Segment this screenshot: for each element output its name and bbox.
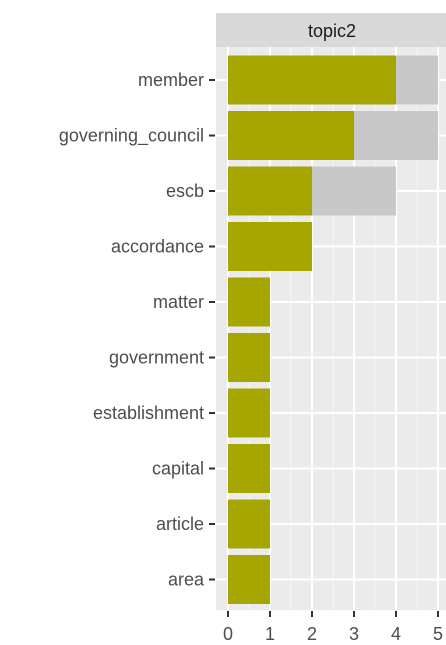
bar-value <box>228 388 270 438</box>
y-tick-label: escb <box>166 181 204 201</box>
y-tick-label: governing_council <box>59 126 204 147</box>
y-tick-label: article <box>156 514 204 534</box>
y-tick-label: accordance <box>111 237 204 257</box>
facet-strip-label: topic2 <box>308 21 356 41</box>
bar-value <box>228 222 312 271</box>
facet-strip <box>216 13 446 47</box>
bar-value <box>228 555 270 604</box>
y-tick-label: member <box>138 70 204 90</box>
x-axis: 0 1 2 3 4 5 <box>223 611 443 644</box>
y-tick-label: government <box>109 348 204 368</box>
x-tick-label: 2 <box>307 624 317 644</box>
bar-value <box>228 55 396 105</box>
x-tick-label: 0 <box>223 624 233 644</box>
x-tick-label: 1 <box>265 624 275 644</box>
bar-value <box>228 444 270 493</box>
bar-value <box>228 277 270 327</box>
x-tick-label: 5 <box>433 624 443 644</box>
x-tick-label: 3 <box>349 624 359 644</box>
y-tick-label: establishment <box>93 403 204 423</box>
y-tick-label: capital <box>152 459 204 479</box>
bar-value <box>228 333 270 382</box>
y-tick-label: matter <box>153 292 204 312</box>
foreground-bars <box>228 55 396 604</box>
x-tick-label: 4 <box>391 624 401 644</box>
bar-value <box>228 499 270 549</box>
bar-value <box>228 111 354 160</box>
bar-value <box>228 166 312 216</box>
y-tick-label: area <box>168 570 205 590</box>
